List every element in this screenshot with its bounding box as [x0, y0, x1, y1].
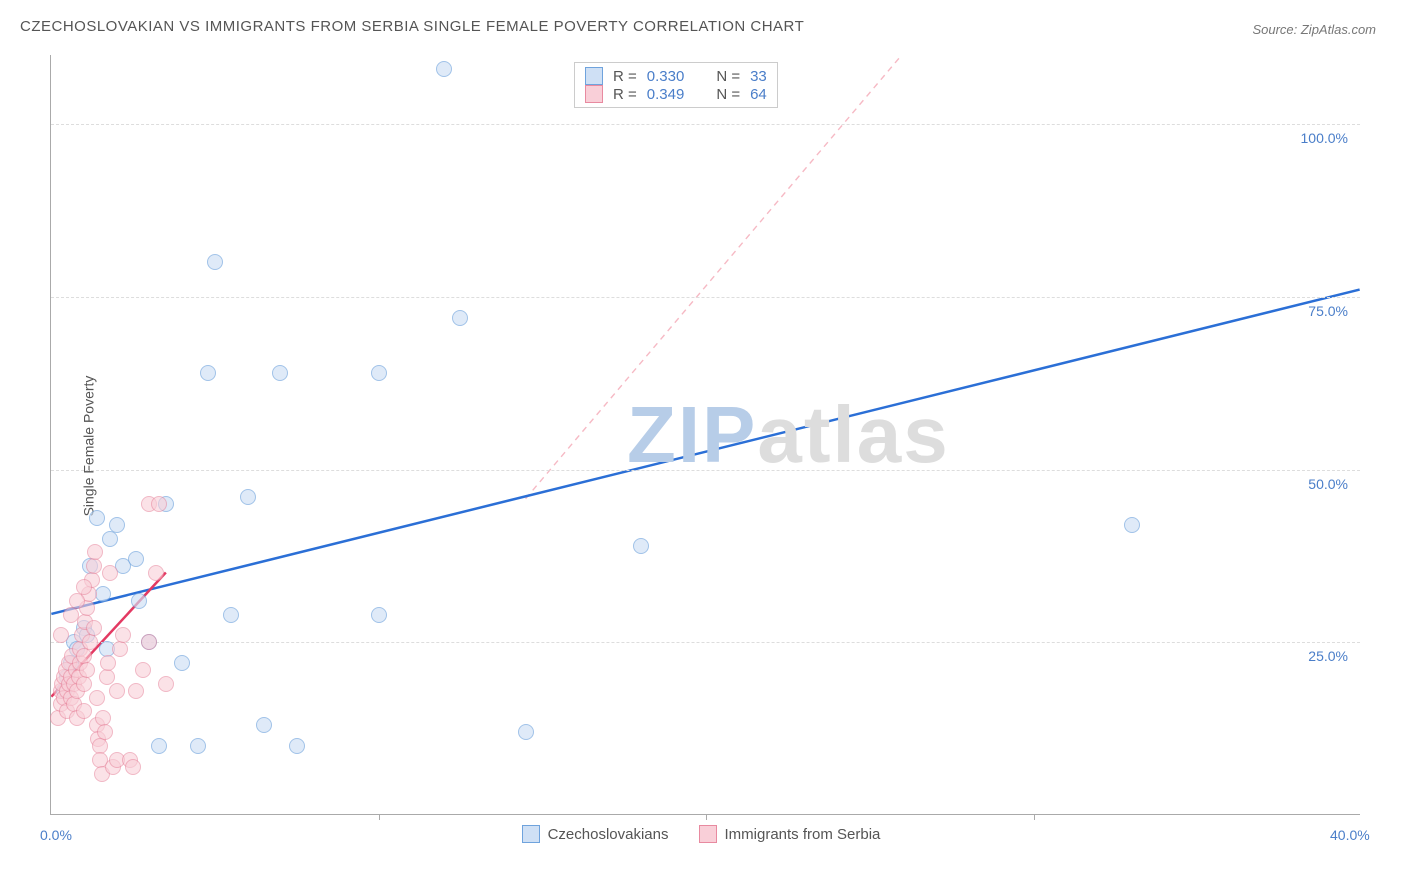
data-point [102, 531, 118, 547]
data-point [223, 607, 239, 623]
legend-swatch [585, 85, 603, 103]
data-point [76, 703, 92, 719]
y-tick-label: 25.0% [1308, 648, 1348, 664]
x-tick [706, 814, 707, 820]
data-point [452, 310, 468, 326]
data-point [151, 496, 167, 512]
trend-line [526, 55, 902, 499]
data-point [76, 676, 92, 692]
data-point [240, 489, 256, 505]
data-point [148, 565, 164, 581]
legend-swatch [585, 67, 603, 85]
gridline-horizontal [51, 124, 1360, 125]
data-point [100, 655, 116, 671]
x-tick [379, 814, 380, 820]
data-point [200, 365, 216, 381]
trend-lines-layer [51, 55, 1360, 814]
data-point [63, 607, 79, 623]
data-point [190, 738, 206, 754]
legend-item: Czechoslovakians [522, 825, 669, 843]
legend-swatch [522, 825, 540, 843]
y-tick-label: 50.0% [1308, 476, 1348, 492]
x-tick [1034, 814, 1035, 820]
data-point [69, 593, 85, 609]
data-point [128, 683, 144, 699]
gridline-horizontal [51, 470, 1360, 471]
stats-legend-row: R =0.330N =33 [585, 67, 767, 85]
data-point [76, 579, 92, 595]
data-point [102, 565, 118, 581]
y-tick-label: 75.0% [1308, 303, 1348, 319]
chart-title: CZECHOSLOVAKIAN VS IMMIGRANTS FROM SERBI… [20, 18, 804, 35]
trend-line [51, 290, 1359, 614]
data-point [115, 627, 131, 643]
watermark: ZIPatlas [627, 389, 950, 481]
data-point [135, 662, 151, 678]
data-point [131, 593, 147, 609]
data-point [86, 558, 102, 574]
data-point [158, 676, 174, 692]
chart-plot-area: ZIPatlas 25.0% 50.0% 75.0% 100.0% [50, 55, 1360, 815]
legend-swatch [699, 825, 717, 843]
source-attribution: Source: ZipAtlas.com [1252, 22, 1376, 37]
data-point [633, 538, 649, 554]
series-legend: Czechoslovakians Immigrants from Serbia [522, 825, 881, 843]
data-point [174, 655, 190, 671]
gridline-horizontal [51, 297, 1360, 298]
data-point [97, 724, 113, 740]
data-point [371, 607, 387, 623]
data-point [272, 365, 288, 381]
data-point [436, 61, 452, 77]
data-point [53, 627, 69, 643]
x-tick-label-right: 40.0% [1330, 827, 1370, 843]
legend-item: Immigrants from Serbia [699, 825, 881, 843]
data-point [89, 690, 105, 706]
data-point [89, 510, 105, 526]
x-tick-label-left: 0.0% [40, 827, 72, 843]
data-point [1124, 517, 1140, 533]
data-point [207, 254, 223, 270]
legend-label: Czechoslovakians [548, 826, 669, 843]
data-point [87, 544, 103, 560]
data-point [151, 738, 167, 754]
data-point [112, 641, 128, 657]
gridline-horizontal [51, 642, 1360, 643]
data-point [256, 717, 272, 733]
stats-legend-row: R =0.349N =64 [585, 85, 767, 103]
data-point [289, 738, 305, 754]
data-point [371, 365, 387, 381]
data-point [95, 586, 111, 602]
data-point [79, 662, 95, 678]
y-tick-label: 100.0% [1301, 130, 1348, 146]
data-point [82, 634, 98, 650]
stats-legend-box: R =0.330N =33R =0.349N =64 [574, 62, 778, 108]
data-point [518, 724, 534, 740]
data-point [141, 634, 157, 650]
data-point [86, 620, 102, 636]
data-point [109, 683, 125, 699]
data-point [109, 517, 125, 533]
legend-label: Immigrants from Serbia [725, 826, 881, 843]
data-point [125, 759, 141, 775]
data-point [128, 551, 144, 567]
